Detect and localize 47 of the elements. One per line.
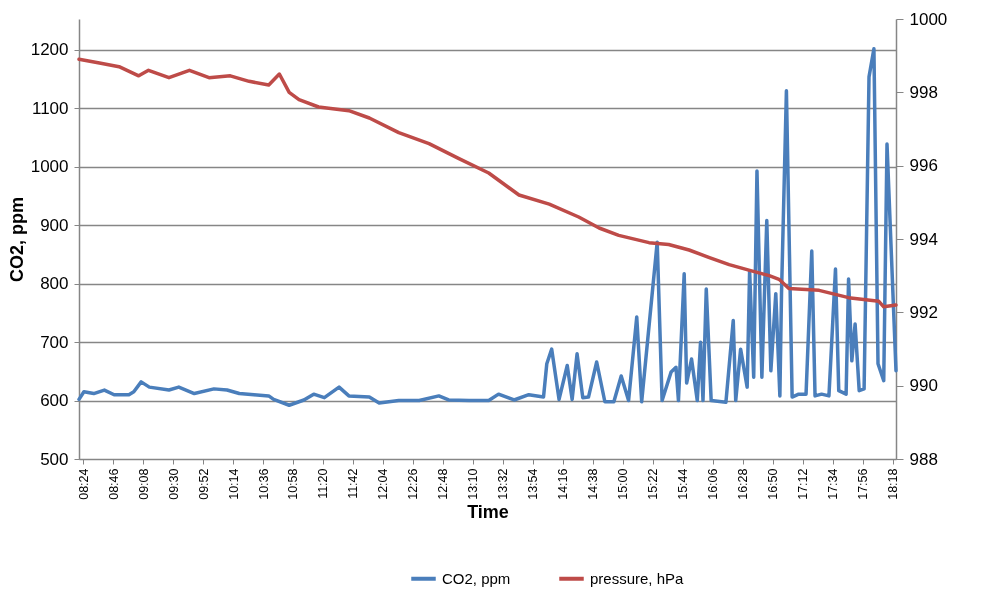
x-tick-label: 11:42 xyxy=(346,468,361,499)
x-tick-label: 14:16 xyxy=(556,468,571,500)
y-tick-label: 800 xyxy=(40,274,69,294)
x-tick-label: 08:46 xyxy=(106,468,121,500)
x-tick-label: 10:58 xyxy=(286,468,301,500)
legend-label: CO2, ppm xyxy=(442,569,511,587)
y2-tick-label: 988 xyxy=(909,449,938,469)
y-tick-label: 600 xyxy=(40,391,69,411)
x-tick-label: 16:06 xyxy=(706,468,721,500)
x-tick-label: 15:44 xyxy=(676,468,691,500)
x-tick-label: 10:14 xyxy=(226,468,241,500)
x-tick-label: 17:56 xyxy=(856,468,871,500)
y-tick-label: 700 xyxy=(40,332,69,352)
y2-tick-label: 992 xyxy=(909,302,938,322)
x-tick-label: 17:34 xyxy=(826,468,841,500)
y2-tick-label: 996 xyxy=(909,156,938,176)
x-tick-label: 15:22 xyxy=(646,468,661,500)
x-tick-label: 12:26 xyxy=(406,468,421,500)
x-tick-label: 16:50 xyxy=(766,468,781,500)
x-tick-label: 13:32 xyxy=(496,468,511,500)
x-tick-label: 08:24 xyxy=(76,468,91,500)
x-tick-label: 09:52 xyxy=(196,468,211,500)
x-tick-label: 12:04 xyxy=(376,468,391,500)
legend-label: pressure, hPa xyxy=(590,569,685,587)
y2-tick-label: 1000 xyxy=(909,9,948,29)
x-tick-label: 13:54 xyxy=(526,468,541,500)
y-tick-label: 500 xyxy=(40,449,69,469)
y2-tick-label: 998 xyxy=(909,82,938,102)
y2-tick-label: 994 xyxy=(909,229,938,249)
y2-tick-label: 990 xyxy=(909,376,938,396)
y-tick-label: 1000 xyxy=(30,157,69,177)
x-tick-label: 16:28 xyxy=(736,468,751,500)
x-tick-label: 10:36 xyxy=(256,468,271,500)
x-tick-label: 15:00 xyxy=(616,468,631,500)
x-tick-label: 13:10 xyxy=(466,468,481,500)
x-tick-label: 17:12 xyxy=(796,468,811,500)
x-tick-label: 14:38 xyxy=(586,468,601,500)
x-tick-label: 12:48 xyxy=(436,468,451,500)
y-tick-label: 1100 xyxy=(31,98,69,118)
x-tick-label: 09:30 xyxy=(166,468,181,500)
x-tick-label: 18:18 xyxy=(886,468,901,500)
x-tick-label: 09:08 xyxy=(136,468,151,500)
y-tick-label: 900 xyxy=(40,215,69,235)
y-axis-title: CO2, ppm xyxy=(6,196,27,283)
x-axis-title: Time xyxy=(467,501,509,522)
x-tick-label: 11:20 xyxy=(316,468,331,499)
y-tick-label: 1200 xyxy=(30,40,69,60)
